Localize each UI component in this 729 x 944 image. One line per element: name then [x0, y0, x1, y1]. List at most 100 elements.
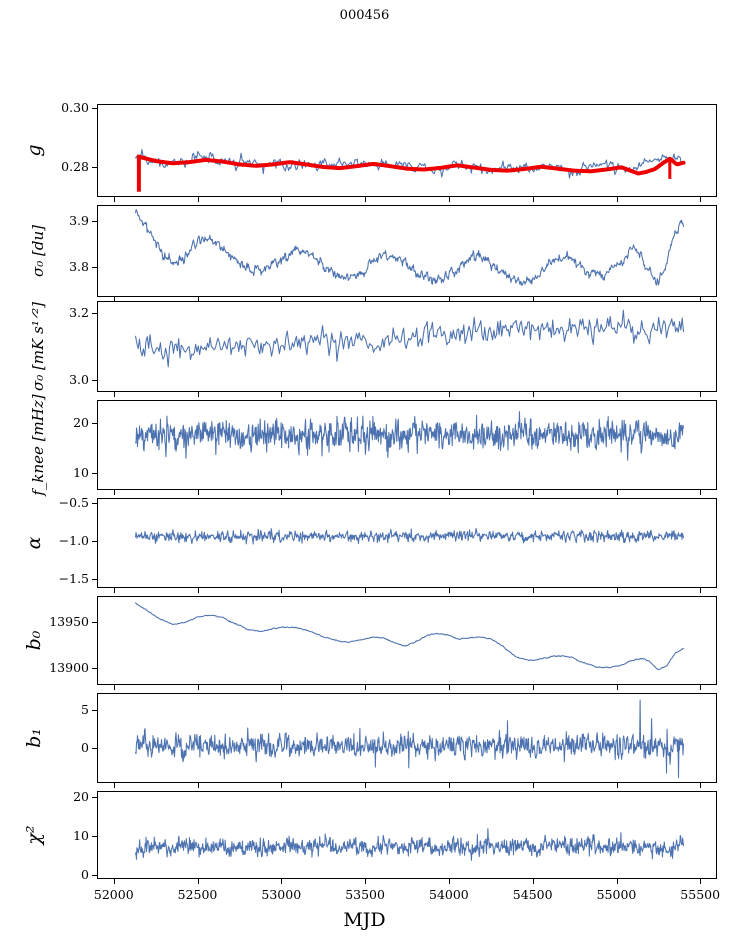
x-tick-mark — [700, 879, 702, 884]
x-tick-mark — [448, 588, 450, 593]
y-tick-label: 3.8 — [69, 259, 89, 275]
plot-panel-5 — [97, 498, 717, 588]
x-tick-label: 53500 — [345, 887, 385, 902]
x-tick-mark — [616, 297, 618, 302]
x-tick-mark — [281, 588, 283, 593]
y-axis-label-panel-4: f_knee [mHz] — [29, 394, 47, 496]
x-tick-mark — [700, 392, 702, 397]
y-axis-label-panel-2: σ₀ [du] — [29, 225, 47, 277]
x-tick-mark — [616, 392, 618, 397]
x-tick-mark — [616, 490, 618, 495]
y-axis-label-panel-6: b₀ — [23, 630, 45, 651]
x-tick-mark — [448, 879, 450, 884]
x-tick-mark — [365, 490, 367, 495]
x-tick-mark — [113, 783, 115, 788]
x-tick-mark — [365, 685, 367, 690]
y-tick-mark — [92, 221, 97, 223]
series-line-b-1 — [135, 699, 685, 779]
x-tick-mark — [197, 783, 199, 788]
y-tick-mark — [92, 472, 97, 474]
x-tick-mark — [113, 392, 115, 397]
y-tick-label: 5 — [81, 701, 89, 717]
x-tick-mark — [532, 685, 534, 690]
plot-panel-4 — [97, 400, 717, 490]
x-tick-label: 52500 — [177, 887, 218, 902]
y-tick-label: 3.0 — [69, 372, 89, 388]
x-tick-mark — [197, 490, 199, 495]
y-tick-label: 13900 — [49, 660, 89, 676]
x-tick-mark — [532, 783, 534, 788]
y-axis-label-panel-7: b₁ — [23, 728, 45, 748]
y-tick-mark — [92, 312, 97, 314]
y-tick-mark — [92, 835, 97, 837]
x-tick-mark — [113, 197, 115, 202]
x-tick-mark — [532, 297, 534, 302]
y-tick-mark — [92, 622, 97, 624]
y-tick-label: 20 — [73, 788, 89, 804]
y-tick-label: 0 — [81, 739, 89, 755]
x-tick-mark — [197, 197, 199, 202]
x-tick-mark — [281, 685, 283, 690]
y-tick-label: 0.30 — [61, 100, 89, 116]
x-tick-mark — [700, 297, 702, 302]
series-line-sigma-0-mk — [135, 309, 685, 368]
y-tick-label: 3.2 — [69, 304, 89, 320]
x-tick-mark — [616, 588, 618, 593]
y-axis-label-panel-8: χ² — [23, 825, 45, 845]
x-tick-mark — [281, 297, 283, 302]
x-tick-mark — [532, 197, 534, 202]
plot-panel-2 — [97, 205, 717, 297]
plot-panel-1 — [97, 104, 717, 197]
x-tick-mark — [365, 392, 367, 397]
x-tick-label: 53000 — [261, 887, 302, 902]
x-tick-mark — [113, 490, 115, 495]
x-tick-mark — [616, 197, 618, 202]
x-tick-mark — [365, 297, 367, 302]
x-tick-mark — [616, 879, 618, 884]
x-tick-mark — [281, 490, 283, 495]
x-tick-mark — [448, 685, 450, 690]
y-axis-label-panel-5: α — [23, 536, 45, 550]
y-tick-label: 20 — [73, 414, 89, 430]
x-tick-mark — [532, 588, 534, 593]
series-line-f-knee — [135, 411, 685, 461]
x-tick-mark — [448, 783, 450, 788]
y-tick-mark — [92, 108, 97, 110]
x-tick-mark — [616, 685, 618, 690]
x-tick-mark — [700, 588, 702, 593]
x-tick-label: 54000 — [429, 887, 469, 902]
x-tick-mark — [532, 392, 534, 397]
y-tick-mark — [92, 796, 97, 798]
figure-title: 000456 — [339, 8, 390, 23]
x-axis-label: MJD — [343, 909, 386, 931]
x-tick-mark — [197, 392, 199, 397]
y-tick-mark — [92, 422, 97, 424]
y-tick-mark — [92, 578, 97, 580]
x-tick-mark — [113, 297, 115, 302]
y-tick-mark — [92, 166, 97, 168]
y-tick-label: 10 — [73, 827, 89, 843]
x-tick-mark — [197, 588, 199, 593]
x-tick-mark — [448, 297, 450, 302]
x-tick-mark — [365, 783, 367, 788]
y-tick-label: −0.5 — [58, 494, 89, 510]
x-tick-mark — [113, 879, 115, 884]
x-tick-mark — [700, 783, 702, 788]
x-tick-label: 54500 — [512, 887, 553, 902]
plot-panel-7 — [97, 693, 717, 783]
x-tick-mark — [700, 685, 702, 690]
y-tick-label: 10 — [73, 464, 89, 480]
x-tick-mark — [448, 197, 450, 202]
x-tick-mark — [448, 392, 450, 397]
x-tick-mark — [700, 197, 702, 202]
series-line-b-0 — [135, 602, 685, 671]
y-tick-label: 3.9 — [69, 213, 89, 229]
y-tick-label: 0.28 — [61, 158, 89, 174]
x-tick-label: 52000 — [93, 887, 134, 902]
y-tick-mark — [92, 747, 97, 749]
y-tick-mark — [92, 540, 97, 542]
x-tick-mark — [281, 197, 283, 202]
x-tick-mark — [281, 879, 283, 884]
x-tick-mark — [365, 197, 367, 202]
y-tick-label: 0 — [81, 866, 89, 882]
